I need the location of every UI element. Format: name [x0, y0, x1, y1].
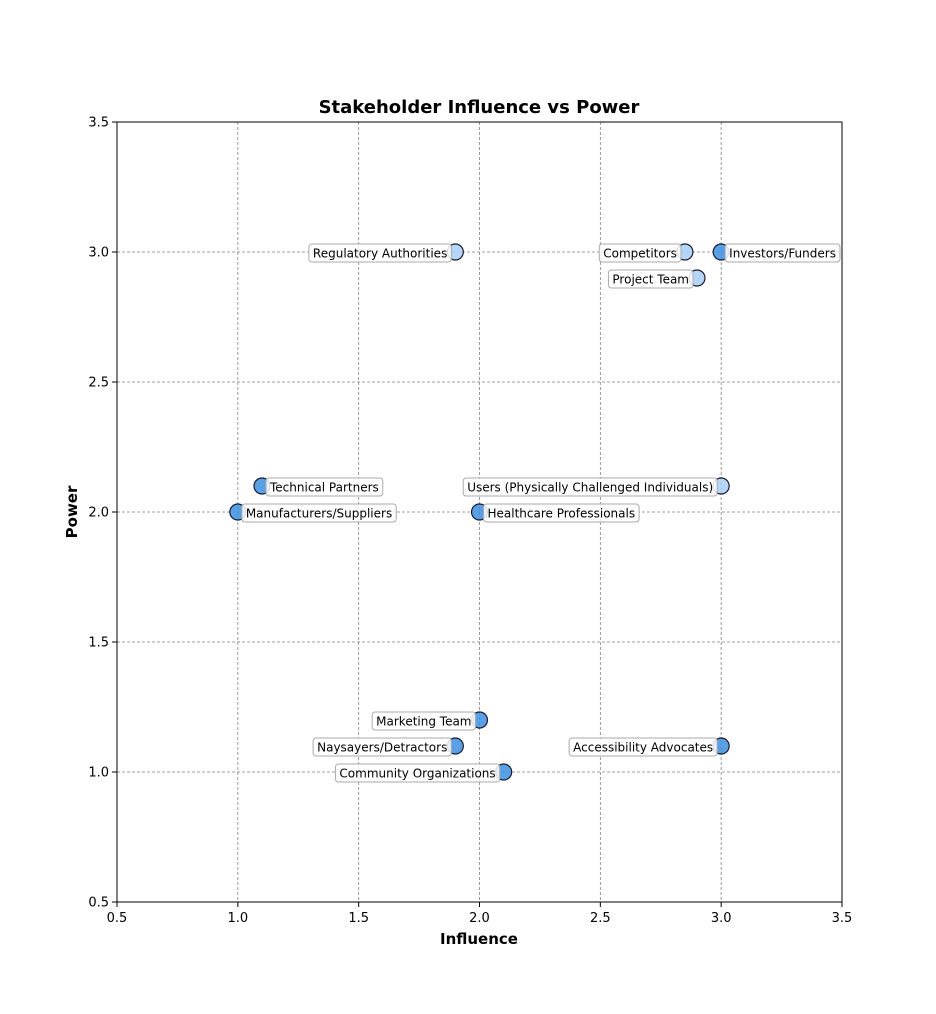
y-tick-label: 3.5	[88, 116, 109, 131]
point-label-text: Naysayers/Detractors	[317, 741, 447, 755]
point-label-box	[308, 243, 452, 263]
point-label-box	[371, 711, 476, 731]
y-tick-label: 1.5	[88, 636, 109, 651]
point-label-box	[265, 477, 384, 497]
point-label: Healthcare Professionals	[483, 503, 640, 523]
point-label-box	[607, 269, 694, 289]
point-label-text: Users (Physically Challenged Individuals…	[467, 481, 713, 495]
x-tick-label: 3.5	[832, 911, 853, 926]
y-tick-label: 0.5	[88, 896, 109, 911]
point-label-box	[724, 243, 841, 263]
point-label: Manufacturers/Suppliers	[241, 503, 397, 523]
point-label-box	[598, 243, 682, 263]
x-tick-label: 3.0	[711, 911, 732, 926]
point-label-text: Investors/Funders	[729, 247, 836, 261]
point-label-box	[334, 763, 501, 783]
x-tick-label: 1.5	[348, 911, 369, 926]
x-axis-label: Influence	[440, 930, 518, 948]
point-label-text: Regulatory Authorities	[313, 247, 447, 261]
point-label: Project Team	[607, 269, 694, 289]
x-tick-label: 2.5	[590, 911, 611, 926]
point-label: Naysayers/Detractors	[312, 737, 452, 757]
point-label-text: Competitors	[603, 247, 677, 261]
y-axis-label: Power	[63, 485, 81, 538]
y-tick-label: 1.0	[88, 766, 109, 781]
y-tick-label: 2.0	[88, 506, 109, 521]
x-tick-label: 2.0	[469, 911, 490, 926]
point-label-text: Marketing Team	[376, 715, 471, 729]
point-label-text: Community Organizations	[339, 767, 495, 781]
point-label: Competitors	[598, 243, 682, 263]
point-label-text: Manufacturers/Suppliers	[246, 507, 392, 521]
point-label: Marketing Team	[371, 711, 476, 731]
y-tick-label: 3.0	[88, 246, 109, 261]
point-label-text: Technical Partners	[269, 481, 379, 495]
y-tick-label: 2.5	[88, 376, 109, 391]
point-label-box	[462, 477, 718, 497]
labels-layer: Regulatory Authorities Competitors Investo…	[241, 243, 841, 783]
chart-title: Stakeholder Influence vs Power	[319, 97, 640, 118]
x-tick-label: 1.0	[227, 911, 248, 926]
point-label: Technical Partners	[265, 477, 384, 497]
point-label-text: Project Team	[612, 273, 689, 287]
point-label-box	[312, 737, 452, 757]
point-label-box	[483, 503, 640, 523]
point-label: Investors/Funders	[724, 243, 841, 263]
point-label-text: Accessibility Advocates	[573, 741, 713, 755]
x-tick-label: 0.5	[107, 911, 128, 926]
point-label-box	[568, 737, 718, 757]
point-label: Accessibility Advocates	[568, 737, 718, 757]
ticks-layer: 0.5 1.0 1.5 2.0 2.5 3.0 3.5 0.5 1.0 1.5 2.0 2.5 3.0 3…	[88, 116, 852, 927]
point-label-text: Healthcare Professionals	[488, 507, 636, 521]
point-label: Community Organizations	[334, 763, 501, 783]
point-label-box	[241, 503, 397, 523]
point-label: Regulatory Authorities	[308, 243, 452, 263]
point-label: Users (Physically Challenged Individuals…	[462, 477, 718, 497]
